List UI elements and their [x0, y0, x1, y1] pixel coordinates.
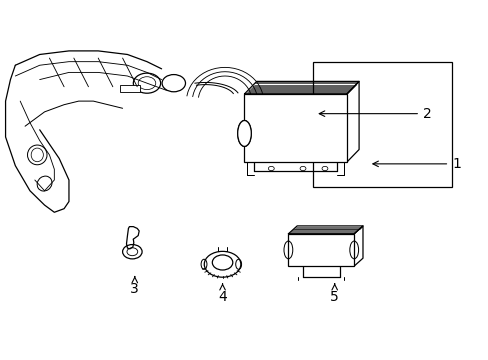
Text: 1: 1 [372, 157, 460, 171]
Text: 4: 4 [218, 284, 226, 303]
Bar [244, 94, 346, 162]
Bar [120, 85, 140, 92]
Bar [312, 62, 451, 187]
Text: 2: 2 [319, 107, 431, 121]
Text: 3: 3 [130, 277, 139, 296]
Ellipse shape [238, 121, 250, 146]
Text: 5: 5 [330, 284, 338, 303]
Bar [288, 234, 353, 266]
